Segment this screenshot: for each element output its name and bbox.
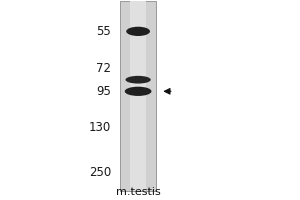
Text: 130: 130 xyxy=(89,121,111,134)
Text: 250: 250 xyxy=(89,166,111,179)
Ellipse shape xyxy=(126,27,150,36)
Bar xyxy=(130,1,146,191)
Ellipse shape xyxy=(125,87,152,96)
Text: 72: 72 xyxy=(96,62,111,75)
Text: m.testis: m.testis xyxy=(116,187,160,197)
Text: 55: 55 xyxy=(97,25,111,38)
Ellipse shape xyxy=(125,76,151,84)
Text: 95: 95 xyxy=(97,85,111,98)
Bar xyxy=(120,1,156,191)
